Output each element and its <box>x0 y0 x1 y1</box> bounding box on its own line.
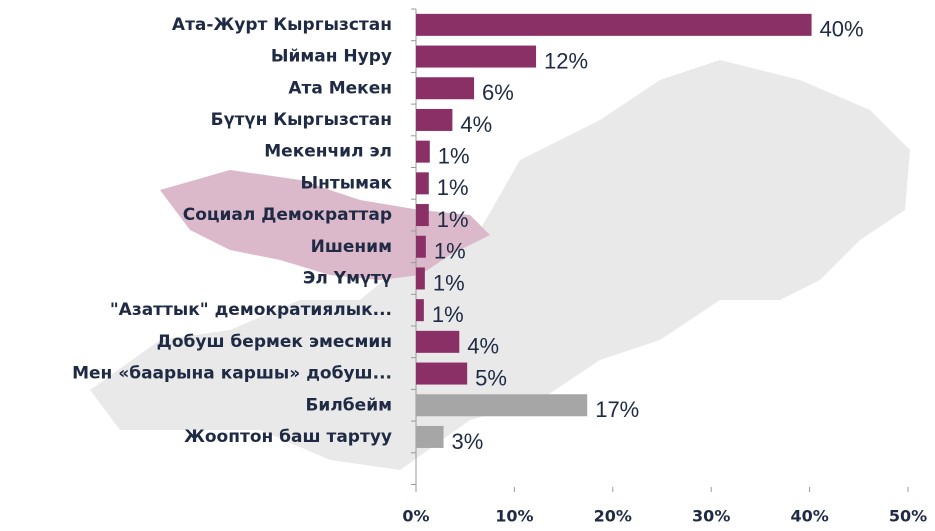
value-label: 4% <box>467 334 499 359</box>
category-label: Добуш бермек эмесмин <box>157 332 392 352</box>
value-label: 5% <box>475 365 507 390</box>
x-tick-label: 30% <box>692 507 730 526</box>
map-background <box>90 60 910 470</box>
bar <box>416 425 444 448</box>
bar <box>416 77 475 100</box>
value-label: 1% <box>432 302 464 327</box>
bar <box>416 394 588 417</box>
category-label: Ата Мекен <box>288 78 392 98</box>
value-label: 1% <box>437 175 469 200</box>
x-tick-label: 0% <box>402 507 429 526</box>
bar <box>416 330 460 353</box>
category-label: Бүтүн Кыргызстан <box>211 110 392 130</box>
x-tick-label: 40% <box>790 507 828 526</box>
category-label: Ишеним <box>311 237 392 257</box>
value-label: 1% <box>437 207 469 232</box>
bar <box>416 235 426 258</box>
bar <box>416 45 537 68</box>
category-label: Ынтымак <box>301 173 393 193</box>
category-label: Ыйман Нуру <box>271 47 392 67</box>
value-label: 1% <box>433 270 465 295</box>
category-label: Билбейм <box>305 395 392 415</box>
bar <box>416 172 429 195</box>
category-label: Ата-Журт Кыргызстан <box>172 15 392 35</box>
x-tick-label: 10% <box>495 507 533 526</box>
bar <box>416 204 429 227</box>
bar <box>416 362 468 385</box>
category-label: Социал Демократтар <box>183 205 392 225</box>
value-label: 40% <box>820 17 864 42</box>
value-label: 4% <box>460 112 492 137</box>
value-label: 6% <box>482 80 514 105</box>
bar <box>416 140 430 163</box>
category-label: "Азаттык" демократиялык... <box>110 300 392 320</box>
category-label: Эл Үмүтү <box>303 268 392 288</box>
bar <box>416 267 425 290</box>
category-label: Жооптон баш тартуу <box>184 427 392 447</box>
value-label: 12% <box>544 48 588 73</box>
value-label: 1% <box>434 239 466 264</box>
category-label: Мекенчил эл <box>264 142 392 162</box>
bar <box>416 13 812 36</box>
bar <box>416 108 453 131</box>
category-label: Мен «баарына каршы» добуш... <box>72 364 392 384</box>
x-tick-label: 20% <box>594 507 632 526</box>
value-label: 3% <box>452 429 484 454</box>
x-tick-label: 50% <box>889 507 927 526</box>
value-label: 17% <box>595 397 639 422</box>
bar <box>416 299 424 322</box>
value-label: 1% <box>438 143 470 168</box>
